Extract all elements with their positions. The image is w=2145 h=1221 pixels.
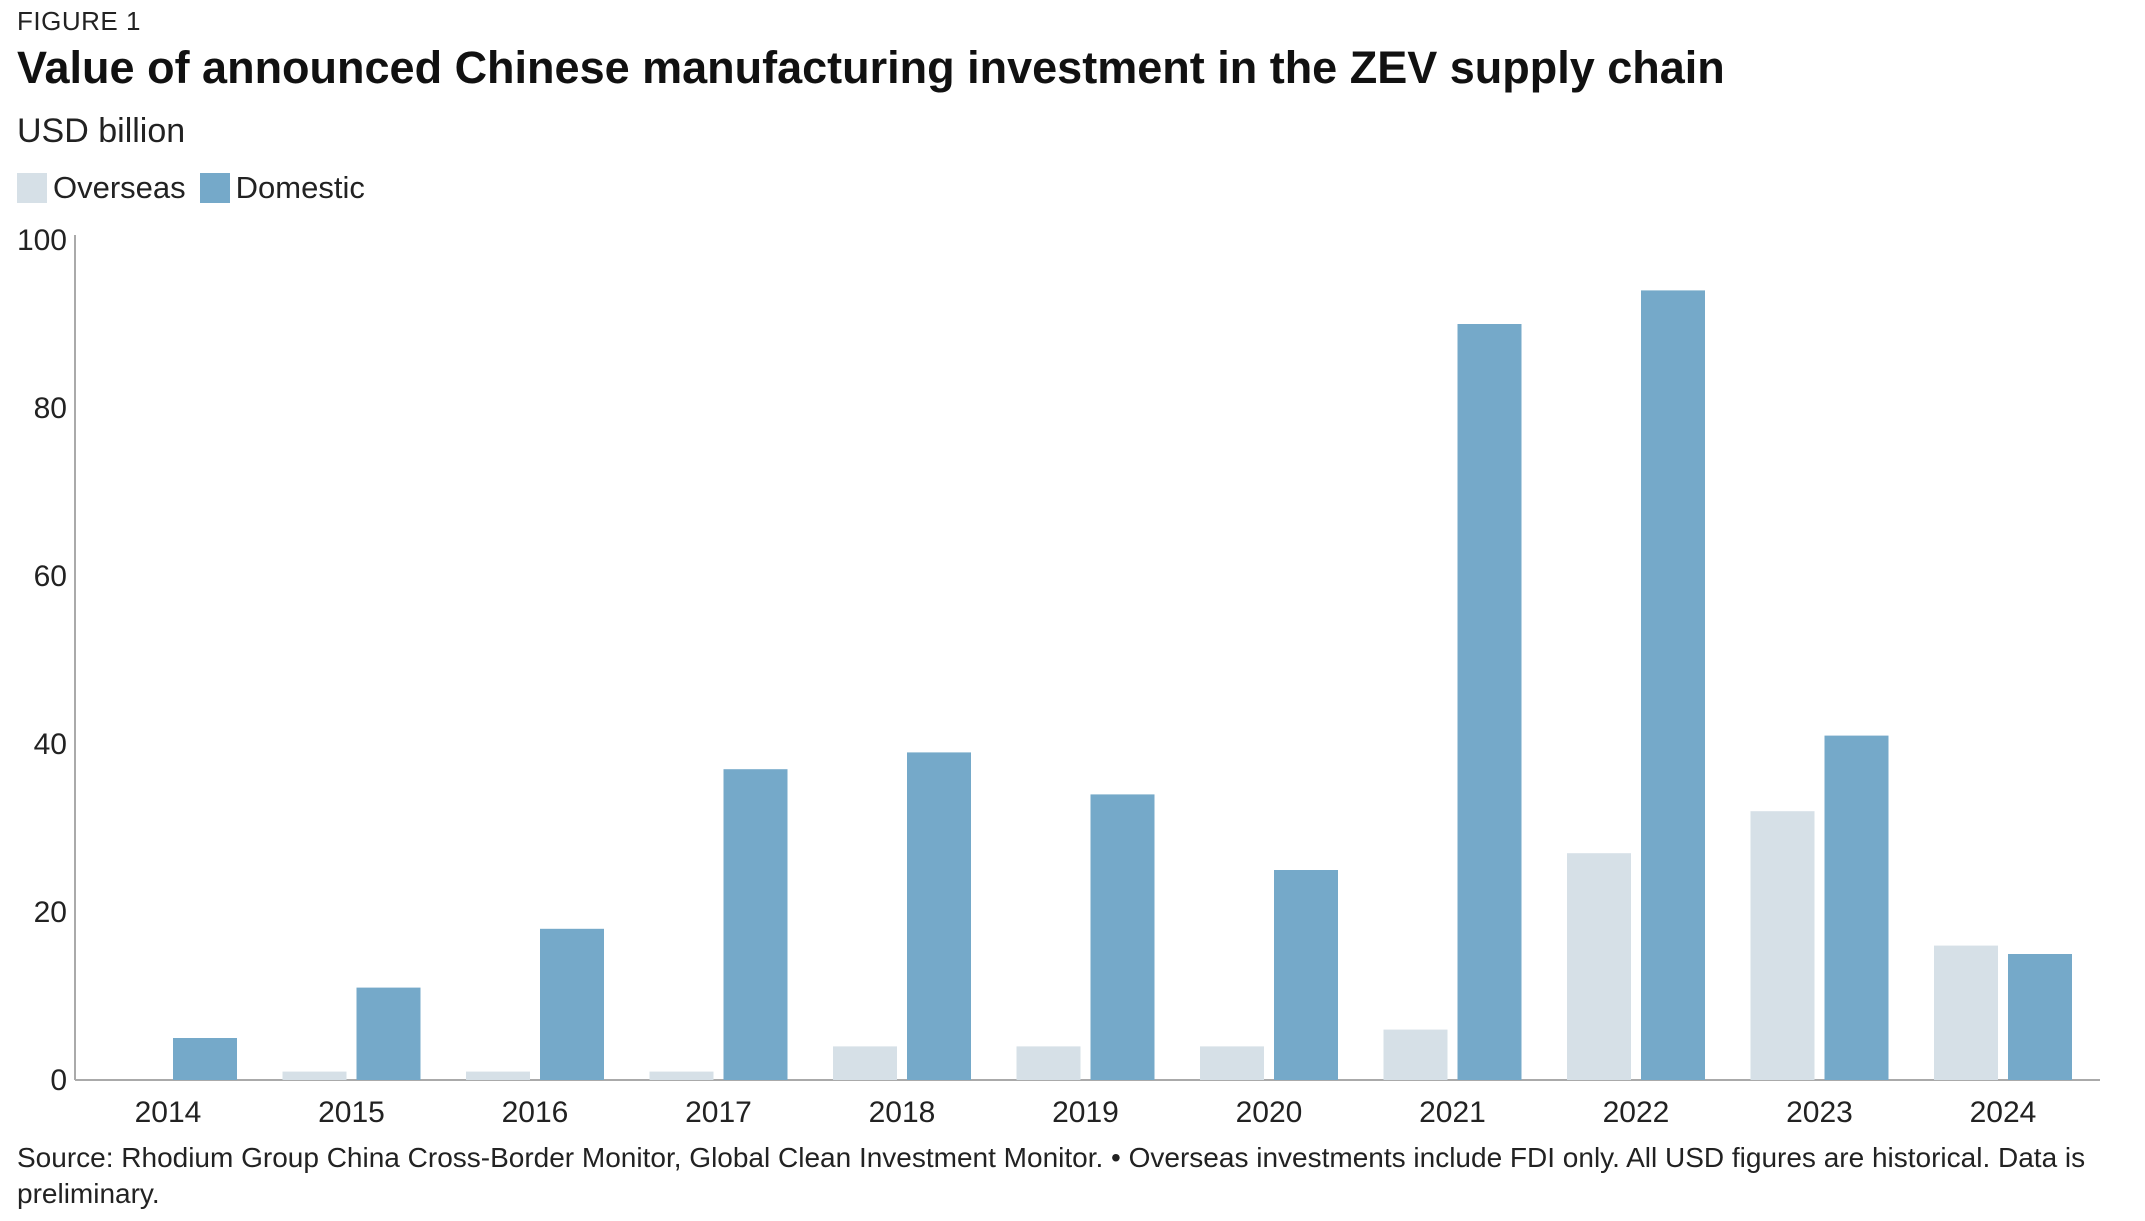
bar-domestic-2023 — [1824, 735, 1889, 1080]
bar-domestic-2017 — [723, 769, 788, 1080]
x-tick-label-2016: 2016 — [502, 1096, 569, 1129]
bar-domestic-2020 — [1274, 870, 1338, 1080]
y-tick-label-0: 0 — [50, 1064, 67, 1097]
bar-overseas-2018 — [833, 1046, 897, 1080]
chart-title: Value of announced Chinese manufacturing… — [17, 42, 1725, 93]
bar-domestic-2019 — [1090, 794, 1155, 1080]
y-tick-label-60: 60 — [34, 560, 67, 593]
legend-swatch-domestic — [199, 173, 230, 203]
y-axis-unit-label: USD billion — [17, 112, 186, 150]
x-tick-label-2024: 2024 — [1970, 1096, 2037, 1129]
legend-swatch-overseas — [17, 173, 47, 203]
x-tick-label-2023: 2023 — [1786, 1096, 1853, 1129]
x-tick-label-2022: 2022 — [1603, 1096, 1670, 1129]
legend: Overseas Domestic — [17, 170, 379, 206]
bar-overseas-2017 — [649, 1071, 714, 1080]
bar-domestic-2022 — [1641, 290, 1705, 1080]
bar-overseas-2021 — [1383, 1029, 1448, 1080]
legend-label-overseas: Overseas — [53, 170, 186, 205]
bar-domestic-2015 — [356, 987, 421, 1080]
bar-overseas-2016 — [466, 1071, 530, 1080]
x-tick-label-2017: 2017 — [685, 1096, 752, 1129]
x-tick-label-2014: 2014 — [135, 1096, 202, 1129]
bar-domestic-2021 — [1457, 324, 1522, 1080]
y-tick-label-40: 40 — [34, 728, 67, 761]
figure-label: FIGURE 1 — [17, 6, 141, 36]
y-tick-label-80: 80 — [34, 392, 67, 425]
legend-item-overseas: Overseas — [17, 170, 186, 206]
legend-label-domestic: Domestic — [235, 170, 365, 205]
x-tick-label-2021: 2021 — [1419, 1096, 1486, 1129]
bar-overseas-2019 — [1016, 1046, 1081, 1080]
y-tick-label-100: 100 — [17, 224, 67, 257]
x-tick-label-2018: 2018 — [869, 1096, 936, 1129]
bar-domestic-2014 — [173, 1038, 237, 1080]
source-note: Source: Rhodium Group China Cross-Border… — [17, 1142, 2086, 1209]
bar-overseas-2024 — [1934, 945, 1998, 1080]
bar-domestic-2016 — [540, 928, 604, 1080]
bar-overseas-2015 — [282, 1071, 347, 1080]
bar-overseas-2023 — [1750, 811, 1815, 1080]
bar-overseas-2020 — [1200, 1046, 1264, 1080]
bar-domestic-2024 — [2008, 954, 2072, 1080]
x-tick-label-2019: 2019 — [1052, 1096, 1119, 1129]
legend-item-domestic: Domestic — [199, 170, 365, 206]
x-tick-label-2015: 2015 — [318, 1096, 385, 1129]
x-tick-label-2020: 2020 — [1236, 1096, 1303, 1129]
y-tick-label-20: 20 — [34, 896, 67, 929]
bar-overseas-2022 — [1567, 853, 1631, 1080]
bar-domestic-2018 — [907, 752, 971, 1080]
